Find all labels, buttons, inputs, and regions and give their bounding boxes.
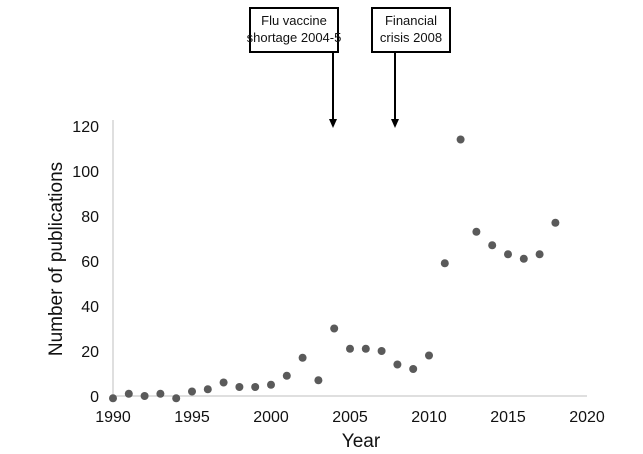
data-point <box>172 394 181 403</box>
x-axis-title: Year <box>342 431 381 452</box>
y-tick-label: 120 <box>72 119 99 136</box>
data-point <box>535 250 544 259</box>
data-points <box>109 135 560 403</box>
data-point <box>140 392 149 400</box>
event-annotations: Flu vaccine shortage 2004-5 Financial crisi… <box>247 7 451 128</box>
data-point <box>519 254 528 263</box>
data-point <box>235 383 244 391</box>
data-point <box>156 389 165 398</box>
data-point <box>456 135 465 144</box>
x-tick-label: 2000 <box>253 409 289 426</box>
data-point <box>440 259 449 268</box>
annotation-box <box>249 7 339 53</box>
x-tick-label: 1990 <box>95 409 131 426</box>
data-point <box>267 380 275 389</box>
data-point <box>124 389 133 398</box>
y-tick-labels: 0 20 40 60 80 100 120 <box>72 119 99 406</box>
data-point <box>203 385 212 394</box>
y-tick-label: 20 <box>81 344 99 361</box>
data-point <box>282 371 291 380</box>
y-tick-label: 100 <box>72 164 99 181</box>
annotation-text: Flu vaccine <box>261 13 327 28</box>
annotation-text: Financial <box>385 13 437 28</box>
annotation-box <box>371 7 451 53</box>
y-tick-label: 40 <box>81 299 99 316</box>
data-point <box>504 250 512 259</box>
y-axis-title: Number of publications <box>46 162 67 356</box>
data-point <box>425 351 433 360</box>
data-point <box>251 383 260 391</box>
data-point <box>551 218 560 227</box>
data-point <box>377 347 386 355</box>
data-point <box>298 353 307 362</box>
x-tick-label: 1995 <box>174 409 210 426</box>
annotation-text: crisis 2008 <box>380 30 442 45</box>
axes <box>112 120 587 397</box>
data-point <box>314 376 323 385</box>
data-point <box>330 324 339 333</box>
data-point <box>188 387 196 396</box>
y-tick-label: 80 <box>81 209 99 226</box>
x-tick-label: 2015 <box>490 409 526 426</box>
annotation: Financial crisis 2008 <box>371 7 451 128</box>
data-point <box>393 360 402 369</box>
data-point <box>488 241 497 250</box>
x-tick-label: 2005 <box>332 409 368 426</box>
data-point <box>409 365 418 373</box>
data-point <box>361 344 370 353</box>
y-tick-label: 60 <box>81 254 99 271</box>
y-tick-label: 0 <box>90 389 99 406</box>
annotation: Flu vaccine shortage 2004-5 <box>247 7 342 128</box>
data-point <box>109 394 117 403</box>
x-tick-labels: 1990 1995 2000 2005 2010 2015 2020 <box>95 409 605 426</box>
data-point <box>472 227 481 236</box>
data-point <box>346 344 354 353</box>
annotation-arrowhead <box>391 119 399 128</box>
annotation-text: shortage 2004-5 <box>247 30 342 45</box>
x-tick-label: 2010 <box>411 409 447 426</box>
data-point <box>219 378 228 387</box>
annotation-arrowhead <box>329 119 337 128</box>
x-tick-label: 2020 <box>569 409 605 426</box>
